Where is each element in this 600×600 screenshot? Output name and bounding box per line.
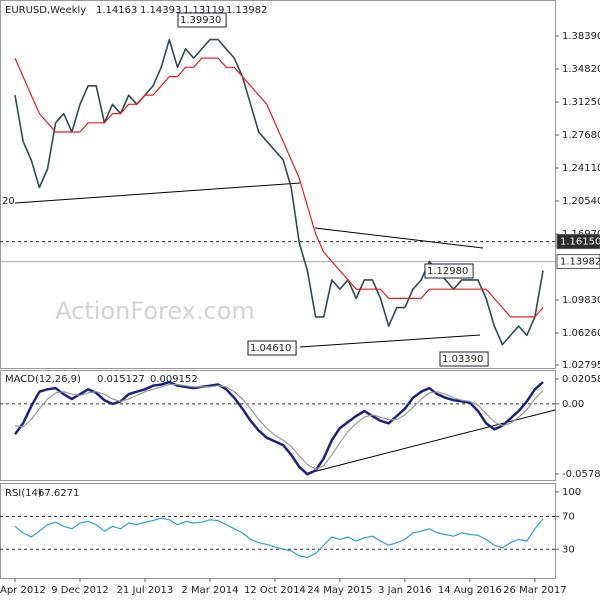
annotation: 1.04610 bbox=[250, 343, 291, 354]
series-line bbox=[14, 38, 544, 346]
y-tick-label: 1.06260 bbox=[562, 328, 600, 339]
watermark: ActionForex.com bbox=[55, 297, 255, 325]
header-value: 1.13982 bbox=[226, 5, 267, 16]
rsi-panel bbox=[0, 483, 556, 579]
x-tick-label: 29 Apr 2012 bbox=[0, 585, 46, 596]
y-tick-label: 0.020585 bbox=[562, 374, 600, 385]
header-value: 0.015127 bbox=[97, 374, 145, 385]
y-tick-label: 30 bbox=[562, 544, 575, 555]
series-line bbox=[13, 380, 544, 476]
trendline bbox=[314, 227, 484, 249]
y-tick-label: 0.00 bbox=[562, 399, 584, 410]
series-line bbox=[14, 517, 544, 559]
header-value: 1.13119 bbox=[183, 5, 224, 16]
annotation: 1.03390 bbox=[442, 354, 483, 365]
trendline bbox=[14, 182, 301, 204]
header-value: 1.14393 bbox=[140, 5, 181, 16]
x-tick-label: 14 Aug 2016 bbox=[438, 585, 502, 596]
panel-header: EURUSD,Weekly bbox=[5, 5, 86, 16]
header-value: 0.009152 bbox=[150, 374, 198, 385]
y-tick-label: 1.24110 bbox=[562, 163, 600, 174]
x-tick-label: 9 Dec 2012 bbox=[51, 585, 109, 596]
series-line bbox=[14, 383, 544, 470]
annotation-box bbox=[424, 263, 474, 279]
x-tick-label: 2 Mar 2014 bbox=[181, 585, 238, 596]
y-tick-label: 1.02795 bbox=[562, 360, 600, 371]
macd-panel bbox=[0, 370, 556, 481]
x-tick-label: 24 May 2015 bbox=[307, 585, 372, 596]
panel-header: RSI(14) bbox=[5, 488, 42, 499]
y-tick-label: 1.31250 bbox=[562, 97, 600, 108]
header-value: 67.6271 bbox=[38, 488, 79, 499]
annotation-box bbox=[177, 12, 227, 28]
y-tick-label: -0.057859 bbox=[562, 469, 600, 480]
annotation: 20 bbox=[2, 196, 15, 207]
level-label: 1.13982 bbox=[560, 257, 600, 268]
y-tick-label: 1.20540 bbox=[562, 196, 600, 207]
panel-header: MACD(12,26,9) bbox=[5, 374, 81, 385]
x-tick-label: 21 Jul 2013 bbox=[117, 585, 174, 596]
y-tick-label: 70 bbox=[562, 511, 575, 522]
annotation: 1.12980 bbox=[427, 266, 468, 277]
annotation-box bbox=[247, 340, 297, 356]
y-tick-label: 1.34820 bbox=[562, 64, 600, 75]
level-label-box bbox=[556, 254, 600, 270]
level-label-box bbox=[556, 234, 600, 250]
y-tick-label: 1.09830 bbox=[562, 295, 600, 306]
level-label: 1.16150 bbox=[560, 237, 600, 248]
annotation-box bbox=[439, 351, 489, 367]
y-tick-label: 100 bbox=[562, 487, 581, 498]
trendline bbox=[299, 334, 481, 348]
series-line bbox=[14, 57, 544, 318]
x-tick-label: 26 Mar 2017 bbox=[503, 585, 566, 596]
x-tick-label: 3 Jan 2016 bbox=[378, 585, 432, 596]
x-tick-label: 12 Oct 2014 bbox=[244, 585, 306, 596]
y-tick-label: 1.27680 bbox=[562, 130, 600, 141]
header-value: 1.14163 bbox=[96, 5, 137, 16]
annotation: 1.39930 bbox=[180, 15, 221, 26]
y-tick-label: 1.38390 bbox=[562, 31, 600, 42]
